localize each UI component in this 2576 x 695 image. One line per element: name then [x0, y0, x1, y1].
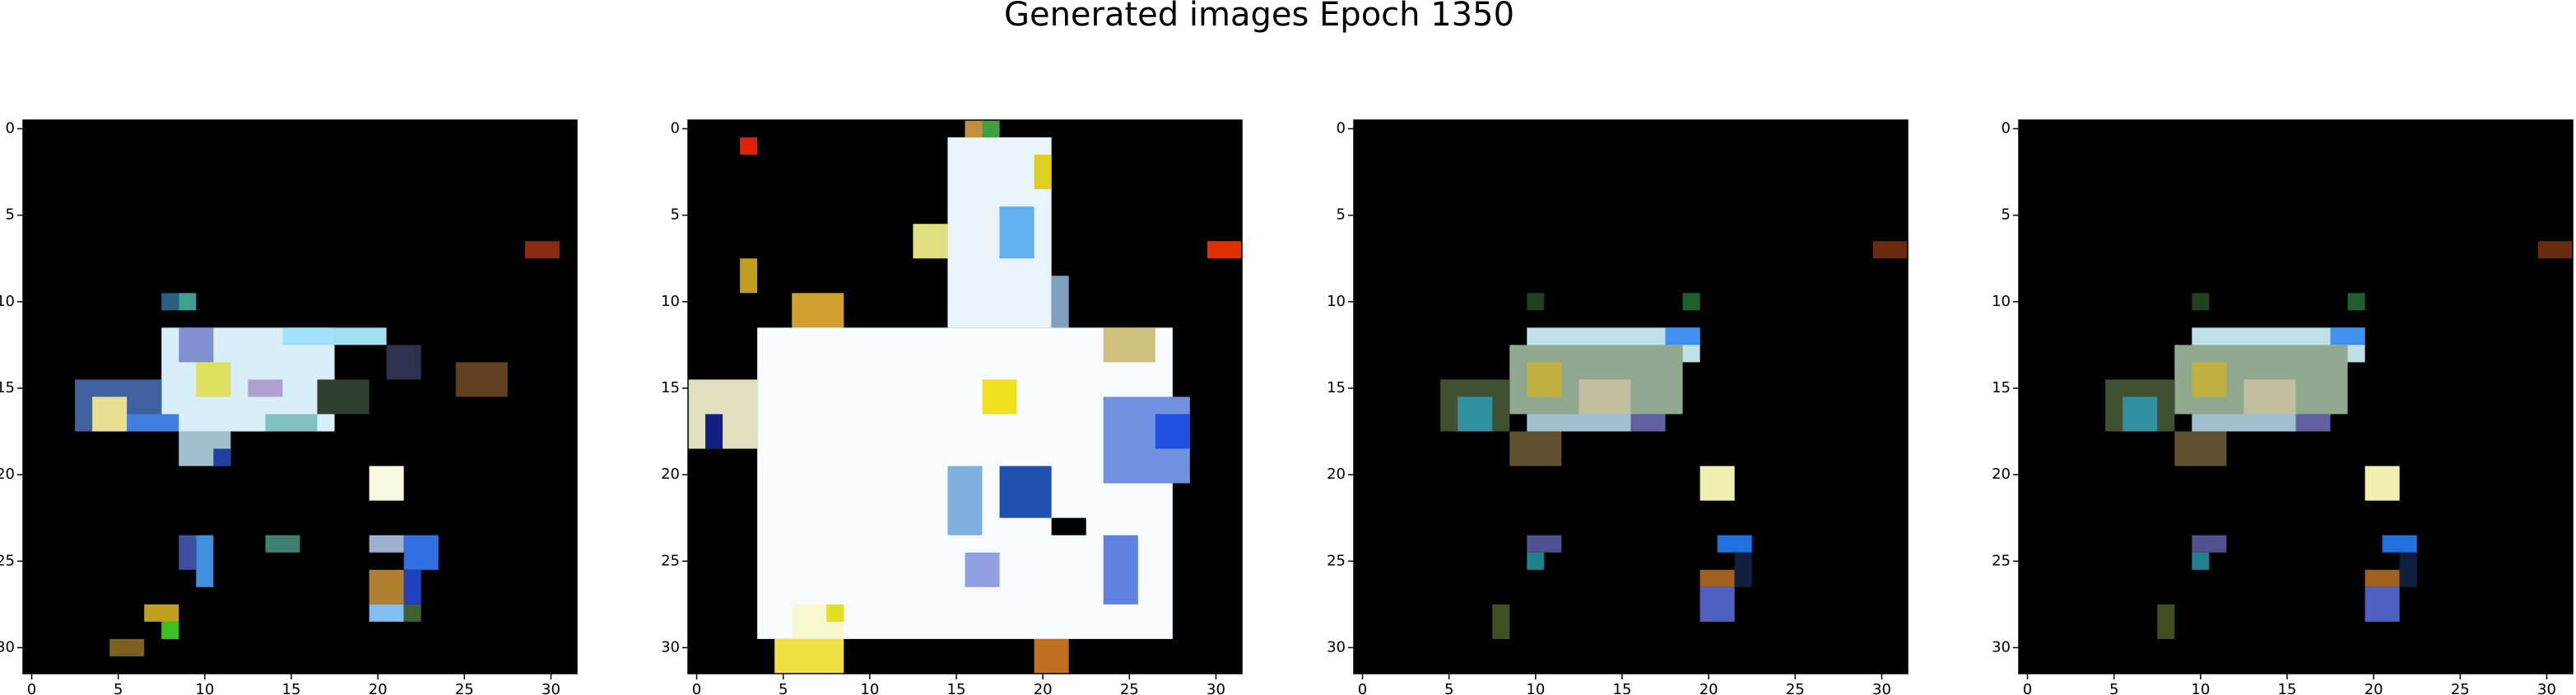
y-tick-label: 30: [1992, 638, 2011, 656]
y-tick-label: 20: [1327, 466, 1346, 483]
x-tick-label: 0: [27, 681, 36, 695]
x-tick-label: 30: [1872, 681, 1891, 695]
y-tick-label: 15: [0, 379, 15, 396]
x-tick-label: 25: [2451, 681, 2470, 695]
generated-image: [688, 120, 1242, 674]
y-tick-label: 20: [0, 466, 15, 483]
x-tick-label: 15: [282, 681, 301, 695]
y-tick-label: 5: [1337, 206, 1346, 224]
y-tick-label: 30: [0, 638, 15, 656]
x-tick-label: 30: [1207, 681, 1225, 695]
y-tick-label: 10: [1992, 293, 2011, 310]
y-tick-label: 25: [0, 552, 15, 569]
x-tick-label: 15: [947, 681, 966, 695]
generated-image: [2019, 120, 2573, 674]
y-tick-label: 10: [661, 293, 680, 310]
x-tick-label: 0: [692, 681, 701, 695]
x-tick-label: 5: [114, 681, 123, 695]
x-tick-label: 25: [1786, 681, 1805, 695]
axes-frame: [22, 119, 578, 674]
x-tick-label: 10: [860, 681, 879, 695]
y-tick-label: 20: [661, 466, 680, 483]
x-tick-label: 20: [369, 681, 388, 695]
x-tick-label: 30: [2537, 681, 2556, 695]
x-tick-label: 10: [195, 681, 214, 695]
x-tick-label: 5: [1444, 681, 1453, 695]
generated-image: [1354, 120, 1908, 674]
y-tick-label: 30: [1327, 638, 1346, 656]
x-tick-label: 15: [2278, 681, 2297, 695]
x-tick-label: 20: [1034, 681, 1053, 695]
y-tick-label: 30: [661, 638, 680, 656]
generated-image: [23, 120, 577, 674]
x-tick-label: 20: [2364, 681, 2383, 695]
x-tick-label: 20: [1700, 681, 1718, 695]
y-tick-label: 5: [6, 206, 15, 224]
y-tick-label: 25: [1992, 552, 2011, 569]
x-tick-label: 10: [2191, 681, 2210, 695]
y-tick-label: 25: [661, 552, 680, 569]
y-tick-label: 20: [1992, 466, 2011, 483]
x-tick-label: 5: [779, 681, 788, 695]
y-tick-label: 25: [1327, 552, 1346, 569]
y-tick-label: 0: [6, 120, 15, 137]
axes-frame: [2018, 119, 2574, 674]
x-tick-label: 0: [1358, 681, 1367, 695]
y-tick-label: 0: [1337, 120, 1346, 137]
x-tick-label: 10: [1526, 681, 1545, 695]
x-tick-label: 15: [1613, 681, 1632, 695]
x-tick-label: 0: [2023, 681, 2032, 695]
figure-title: Generated images Epoch 1350: [1004, 0, 1514, 34]
y-tick-label: 5: [671, 206, 680, 224]
y-tick-label: 0: [2002, 120, 2011, 137]
axes-frame: [1353, 119, 1909, 674]
axes-frame: [687, 119, 1243, 674]
y-tick-label: 0: [671, 120, 680, 137]
y-tick-label: 15: [661, 379, 680, 396]
x-tick-label: 30: [542, 681, 560, 695]
y-tick-label: 10: [1327, 293, 1346, 310]
x-tick-label: 25: [455, 681, 474, 695]
y-tick-label: 15: [1327, 379, 1346, 396]
y-tick-label: 15: [1992, 379, 2011, 396]
y-tick-label: 10: [0, 293, 15, 310]
x-tick-label: 5: [2109, 681, 2118, 695]
x-tick-label: 25: [1120, 681, 1139, 695]
y-tick-label: 5: [2002, 206, 2011, 224]
